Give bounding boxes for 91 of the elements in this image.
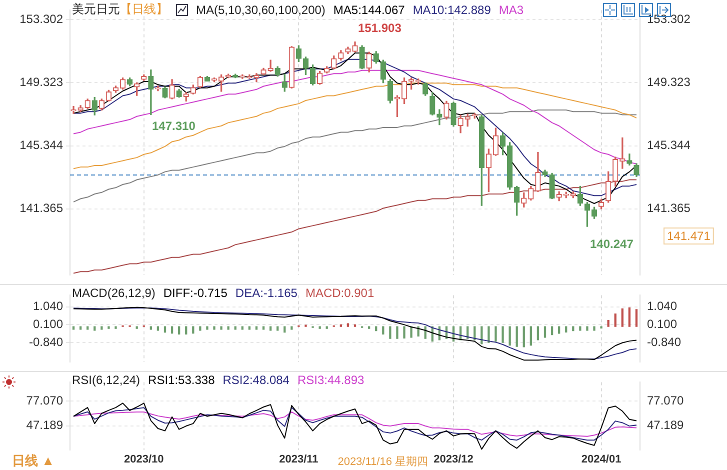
y2-tick-label: 145.344 xyxy=(647,138,691,152)
bar xyxy=(150,326,152,330)
bar xyxy=(227,326,230,330)
bar xyxy=(586,326,588,331)
bar xyxy=(614,314,616,327)
bar xyxy=(290,326,293,330)
series-label: DEA:-1.165 xyxy=(235,286,298,300)
x-tick-label: 2023/12 xyxy=(434,454,474,466)
bar xyxy=(382,326,384,335)
bar xyxy=(403,326,406,339)
bar xyxy=(607,320,610,327)
bar xyxy=(354,324,356,327)
y2-tick-label: -0.840 xyxy=(647,334,682,349)
bar xyxy=(558,326,560,334)
y-tick-label: 141.365 xyxy=(20,201,64,216)
annotation: 140.247 xyxy=(590,237,634,251)
bar xyxy=(635,309,638,327)
bar xyxy=(396,326,398,339)
series-label: RSI2:48.084 xyxy=(222,373,290,387)
y2-tick-label: 77.070 xyxy=(647,393,684,408)
bar xyxy=(340,324,342,327)
legend-title: RSI(6,12,24) xyxy=(72,373,140,387)
bar xyxy=(234,326,236,330)
bar xyxy=(79,326,82,330)
bar xyxy=(114,326,117,329)
bar xyxy=(628,307,631,327)
series-label: DIFF:-0.715 xyxy=(163,286,228,300)
annotation: 151.903 xyxy=(358,21,402,35)
bar xyxy=(516,326,518,347)
text: MACD:0.901 xyxy=(305,286,374,300)
y-tick-label: 77.070 xyxy=(26,393,64,408)
bar xyxy=(565,326,568,332)
bar xyxy=(502,326,504,343)
x-tick-label: 2024/01 xyxy=(581,454,622,466)
bar xyxy=(318,326,321,329)
bar xyxy=(72,326,75,330)
y-tick-label: 145.344 xyxy=(20,138,64,152)
legend-title: MACD(26,12,9) xyxy=(72,286,156,300)
x-tick-label: 2023/10 xyxy=(124,454,164,466)
bar xyxy=(368,326,370,329)
y-tick-label: 149.323 xyxy=(20,75,64,90)
text: 日线 ▲ xyxy=(12,453,54,468)
bar xyxy=(326,326,328,329)
bar xyxy=(100,326,103,330)
bar xyxy=(185,326,188,335)
annotation: 147.310 xyxy=(152,119,196,133)
x-tick-label: 2023/11 xyxy=(279,454,318,466)
bar xyxy=(389,326,392,339)
bar xyxy=(248,326,251,330)
series-label: RSI1:53.338 xyxy=(148,373,215,387)
text: 141.471 xyxy=(667,229,711,243)
bar xyxy=(178,326,180,335)
chart-title: 美元日元 xyxy=(72,1,120,18)
y-tick-label: 153.302 xyxy=(20,12,64,26)
text: RSI3:44.893 xyxy=(297,373,364,387)
y-tick-label: -0.840 xyxy=(28,334,64,349)
bar xyxy=(241,326,244,330)
bar xyxy=(136,326,138,329)
bar xyxy=(488,326,490,343)
bar xyxy=(86,326,89,330)
y-tick-label: 1.040 xyxy=(32,299,64,314)
chart-subtitle: 【日线】 xyxy=(120,1,168,18)
bar xyxy=(213,326,216,330)
y2-tick-label: 47.189 xyxy=(647,418,684,432)
bar xyxy=(494,326,497,342)
y2-tick-label: 0.100 xyxy=(647,317,678,332)
y2-tick-label: 149.323 xyxy=(647,75,691,90)
bar xyxy=(621,308,624,327)
bar xyxy=(108,326,110,329)
bar xyxy=(579,326,582,331)
bar xyxy=(522,326,525,348)
y2-tick-label: 1.040 xyxy=(647,299,678,314)
bar xyxy=(544,326,546,338)
y2-tick-label: 153.302 xyxy=(647,12,691,26)
bar xyxy=(262,326,265,330)
bar xyxy=(530,326,532,346)
text: MA3 xyxy=(498,2,524,16)
y-tick-label: 47.189 xyxy=(26,418,64,432)
y-tick-label: 0.100 xyxy=(32,317,64,332)
bar xyxy=(593,326,596,331)
bar xyxy=(206,326,208,330)
y2-tick-label: 141.365 xyxy=(647,201,691,216)
legend-title: MA(5,10,30,60,100,200) xyxy=(196,2,326,16)
bar xyxy=(220,326,222,330)
bar xyxy=(199,326,202,331)
text: 2023/11/16 星期四 xyxy=(338,456,428,468)
bar xyxy=(255,326,258,330)
text: MA10:142.889 xyxy=(412,2,491,16)
bar xyxy=(508,326,511,346)
bar xyxy=(346,323,350,327)
text: MA5:144.067 xyxy=(333,2,405,16)
